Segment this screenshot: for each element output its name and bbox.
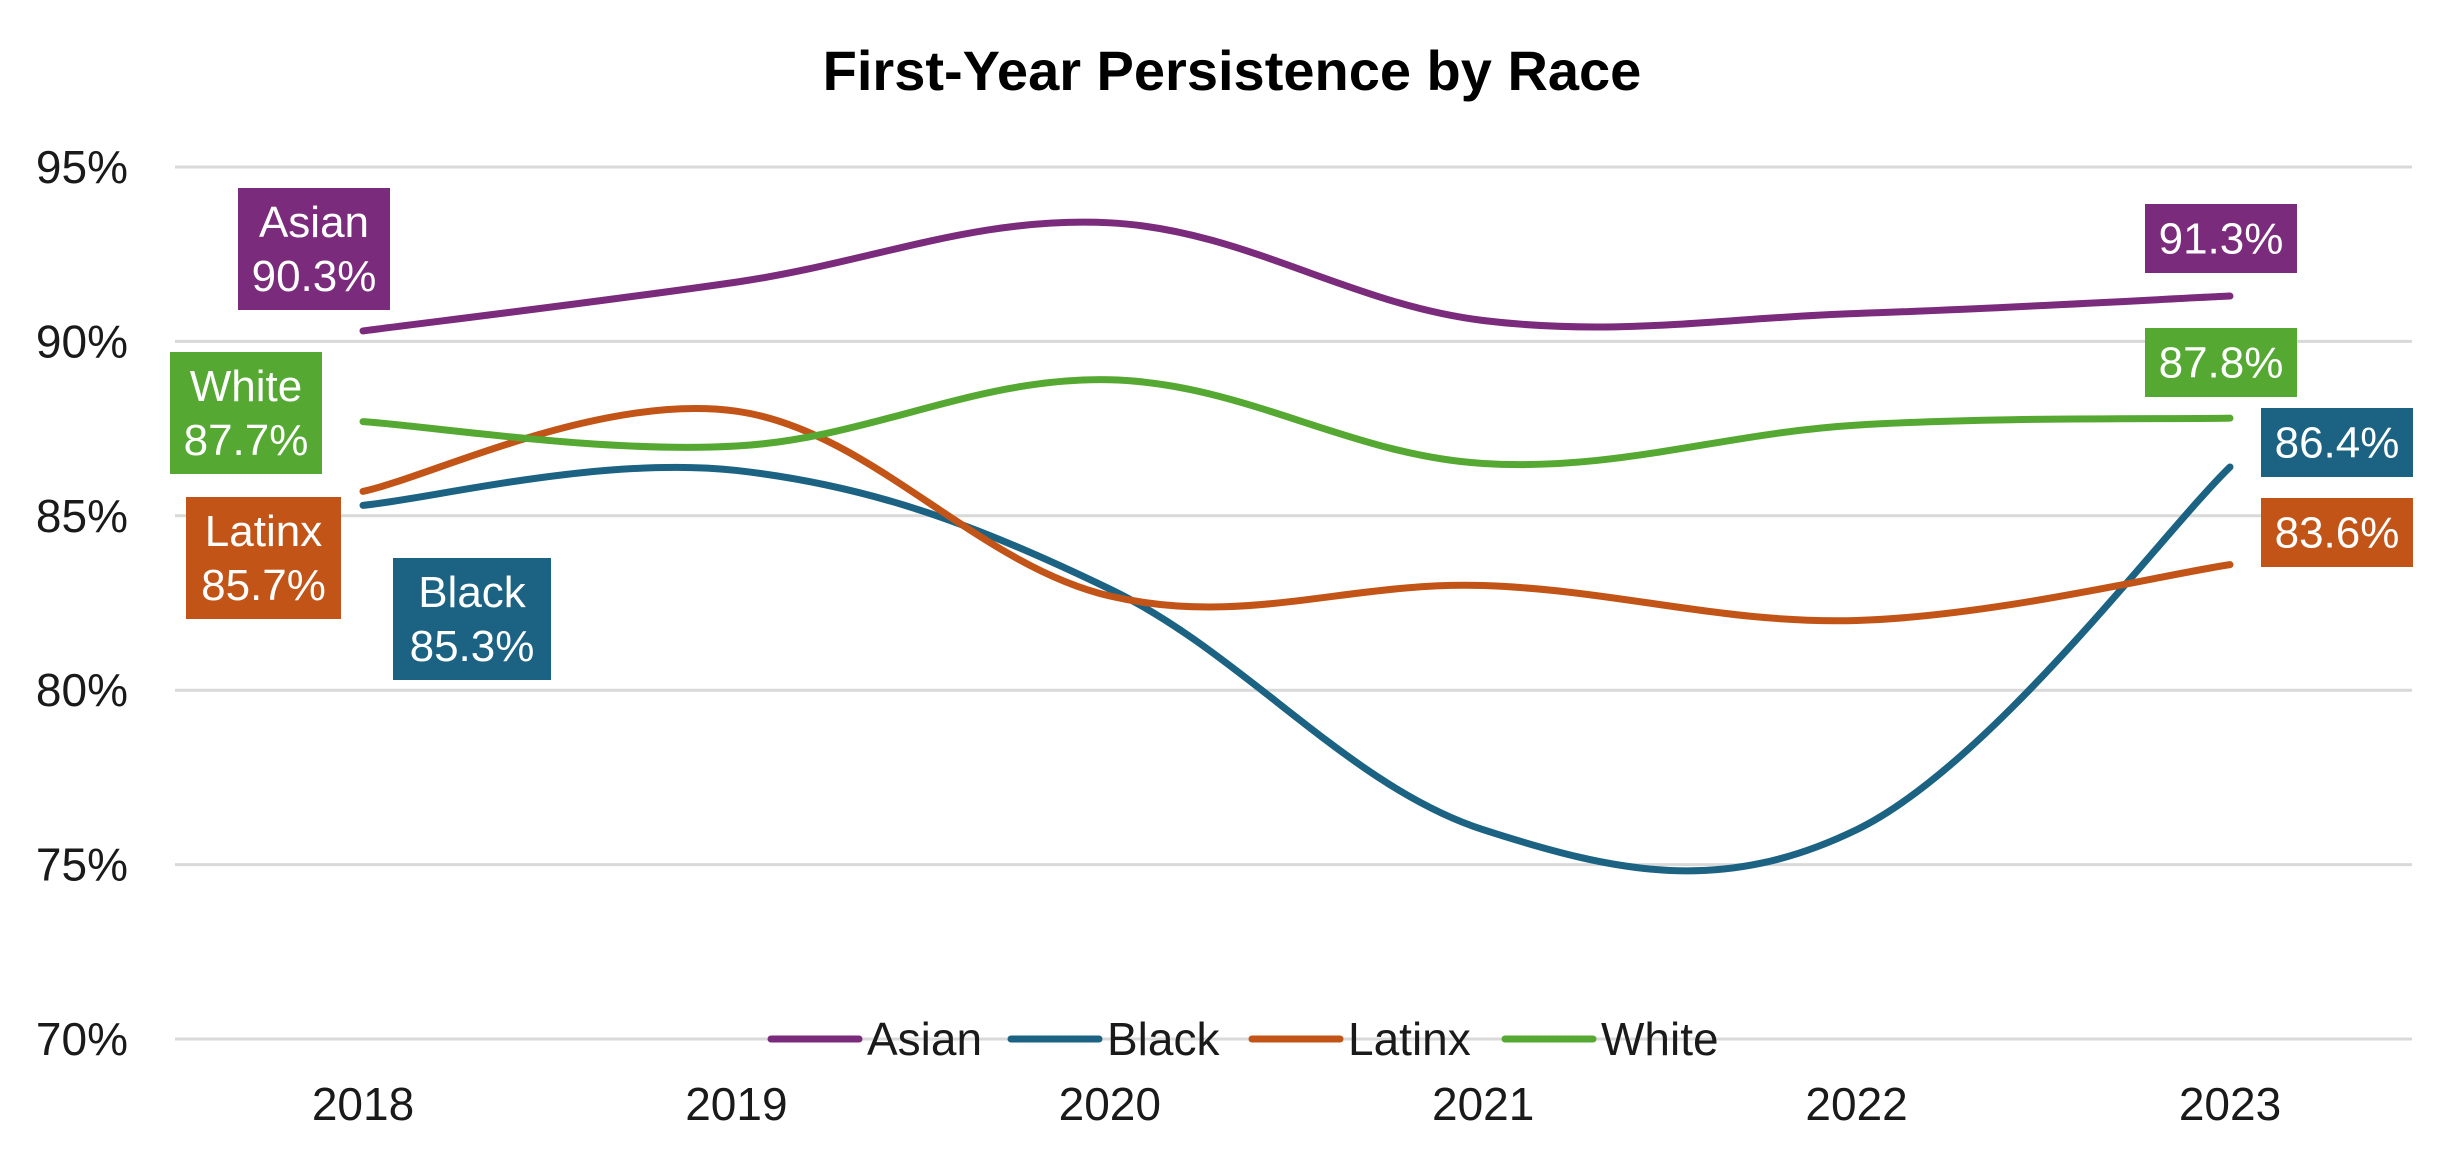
y-tick-label: 95% bbox=[36, 141, 128, 193]
x-tick-label: 2023 bbox=[2179, 1078, 2281, 1130]
y-tick-label: 85% bbox=[36, 490, 128, 542]
start-label-black-text: Black bbox=[418, 568, 527, 617]
x-tick-label: 2020 bbox=[1059, 1078, 1161, 1130]
end-label-asian-text: 91.3% bbox=[2159, 215, 2284, 264]
start-label-asian-box bbox=[238, 188, 390, 310]
series-line-black bbox=[359, 463, 2234, 875]
end-label-latinx-text: 83.6% bbox=[2275, 509, 2400, 558]
legend-item-latinx: Latinx bbox=[1248, 1013, 1471, 1065]
x-tick-label: 2022 bbox=[1805, 1078, 1907, 1130]
start-label-asian-text: 90.3% bbox=[252, 252, 377, 301]
start-label-latinx-text: Latinx bbox=[205, 507, 322, 556]
end-label-black: 86.4% bbox=[2261, 408, 2413, 477]
start-label-black-box bbox=[393, 558, 551, 680]
end-label-white-box bbox=[2145, 328, 2297, 397]
end-label-latinx: 83.6% bbox=[2261, 498, 2413, 567]
x-tick-label: 2021 bbox=[1432, 1078, 1534, 1130]
x-axis-ticks: 2018 2019 2020 2021 2022 2023 bbox=[312, 1078, 2281, 1130]
legend-item-black: Black bbox=[1007, 1013, 1220, 1065]
legend-label: Latinx bbox=[1348, 1013, 1471, 1065]
y-tick-label: 75% bbox=[36, 839, 128, 891]
x-tick-label: 2018 bbox=[312, 1078, 414, 1130]
start-label-white-box bbox=[170, 352, 322, 474]
x-tick-label: 2019 bbox=[685, 1078, 787, 1130]
gridlines bbox=[175, 165, 2412, 1041]
end-label-latinx-box bbox=[2261, 498, 2413, 567]
series-line-white bbox=[359, 376, 2234, 469]
start-label-white-text: 87.7% bbox=[184, 416, 309, 465]
legend-item-white: White bbox=[1501, 1013, 1719, 1065]
series-line-asian bbox=[359, 218, 2234, 335]
start-label-latinx-box bbox=[186, 497, 341, 619]
series-line-latinx bbox=[359, 404, 2234, 625]
end-label-black-box bbox=[2261, 408, 2413, 477]
series-lines bbox=[359, 218, 2234, 875]
legend-label: Black bbox=[1107, 1013, 1220, 1065]
start-label-asian-text: Asian bbox=[259, 198, 369, 247]
chart-title: First-Year Persistence by Race bbox=[823, 39, 1642, 102]
end-label-black-text: 86.4% bbox=[2275, 419, 2400, 468]
y-tick-label: 90% bbox=[36, 315, 128, 367]
data-labels: Asian 90.3% 91.3% Black 85.3% 86.4% Latinx 85.7… bbox=[170, 188, 2413, 680]
start-label-latinx: Latinx 85.7% bbox=[186, 497, 341, 619]
end-label-asian-box bbox=[2145, 204, 2297, 273]
start-label-white-text: White bbox=[190, 362, 302, 411]
end-label-white: 87.8% bbox=[2145, 328, 2297, 397]
y-tick-label: 70% bbox=[36, 1013, 128, 1065]
end-label-white-text: 87.8% bbox=[2159, 339, 2284, 388]
legend: Asian Black Latinx White bbox=[767, 1013, 1719, 1065]
legend-label: Asian bbox=[867, 1013, 982, 1065]
y-axis-ticks: 70% 75% 80% 85% 90% 95% bbox=[36, 141, 128, 1065]
legend-item-asian: Asian bbox=[767, 1013, 982, 1065]
start-label-black-text: 85.3% bbox=[410, 622, 535, 671]
start-label-asian: Asian 90.3% bbox=[238, 188, 390, 310]
legend-label: White bbox=[1601, 1013, 1719, 1065]
y-tick-label: 80% bbox=[36, 664, 128, 716]
start-label-white: White 87.7% bbox=[170, 352, 322, 474]
end-label-asian: 91.3% bbox=[2145, 204, 2297, 273]
start-label-black: Black 85.3% bbox=[393, 558, 551, 680]
start-label-latinx-text: 85.7% bbox=[201, 561, 326, 610]
